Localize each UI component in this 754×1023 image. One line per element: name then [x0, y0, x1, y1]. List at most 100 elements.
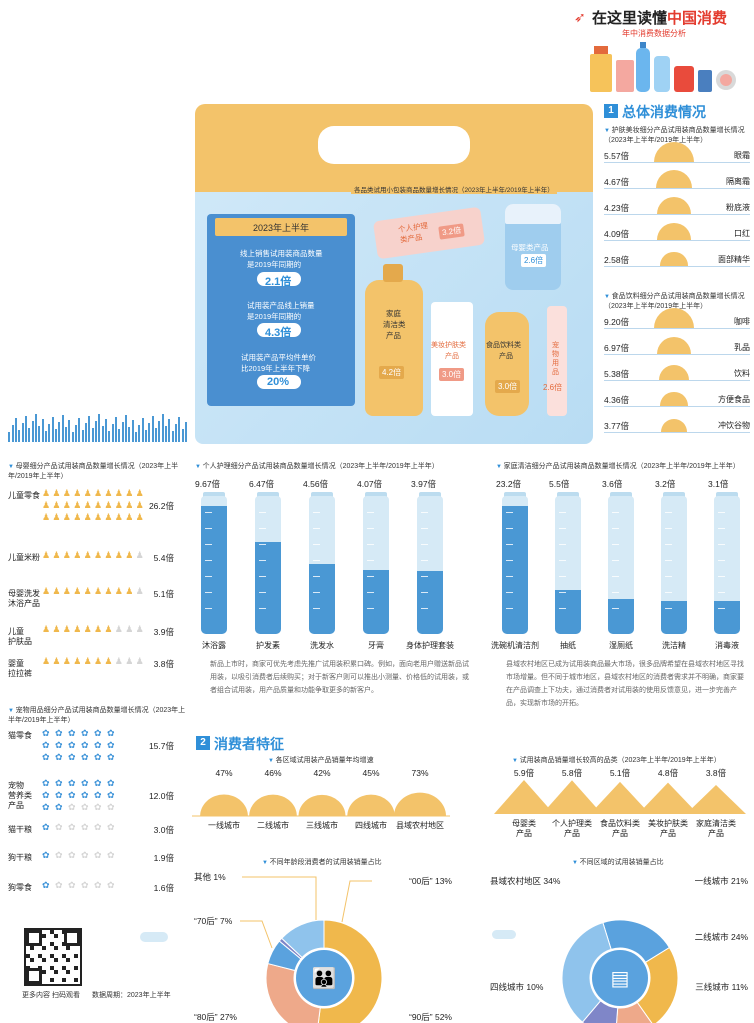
qr-module: [74, 966, 78, 970]
baby-icon: ♟: [62, 512, 71, 522]
pet-icon: ✿: [81, 728, 89, 738]
barcode-bar: [178, 417, 180, 442]
header-subtitle: 年中消费数据分析: [622, 29, 686, 38]
household-tube-tick: [506, 608, 513, 609]
qr-module: [26, 954, 30, 958]
barcode-bar: [22, 423, 24, 442]
pet-icon: ✿: [42, 728, 50, 738]
baby-icon: ♟: [135, 500, 144, 510]
household-category-label: 洗洁精: [662, 641, 686, 650]
baby-category-label: 儿童: [8, 627, 24, 636]
pet-icon: ✿: [107, 740, 115, 750]
pet-icon: ✿: [55, 822, 63, 832]
personal-category-label: 沐浴露: [202, 641, 226, 650]
header-arrow-icon: ➶: [574, 9, 586, 25]
pet-icon: ✿: [94, 850, 102, 860]
product-food-label1: 食品饮料类: [486, 342, 521, 349]
personal-tube-tick: [313, 528, 320, 529]
household-tube-tick: [718, 528, 725, 529]
category-growth-category-label: 家庭清洁类: [696, 818, 736, 828]
skincare-dome: [655, 169, 693, 188]
age-pie-label: “80后” 27%: [194, 1012, 237, 1022]
baby-icon: ♟: [83, 550, 92, 560]
household-tube-cap: [610, 492, 632, 497]
region-pie-center: [592, 950, 648, 1006]
pet-icon: ✿: [68, 790, 76, 800]
barcode-bar: [185, 422, 187, 442]
baby-icon: ♟: [104, 624, 113, 634]
pet-icon: ✿: [107, 752, 115, 762]
household-tube-tick: [506, 512, 513, 513]
qr-module: [66, 946, 70, 950]
personal-tube-tick: [313, 592, 320, 593]
baby-icon: ♟: [52, 512, 61, 522]
pet-icon: ✿: [42, 790, 50, 800]
barcode-bar: [128, 427, 130, 442]
pet-category-label: 猫干粮: [8, 825, 32, 834]
pet-icon: ✿: [107, 790, 115, 800]
region-growth-category-label: 县域农村地区: [396, 820, 444, 830]
baby-icon: ♟: [125, 586, 134, 596]
personal-tube-tick: [421, 576, 428, 577]
household-category-label: 洗碗机清洁剂: [491, 641, 539, 650]
pet-category-label: 产品: [8, 801, 24, 810]
region-growth-dome: [394, 792, 446, 816]
barcode-bar: [152, 416, 154, 442]
household-category-label: 消毒液: [715, 641, 739, 650]
personal-tube-tick: [205, 528, 212, 529]
food-baseline: [604, 406, 750, 407]
pet-icon: ✿: [94, 822, 102, 832]
baby-icon: ♟: [42, 512, 51, 522]
baby-icon: ♟: [83, 624, 92, 634]
category-growth-value-label: 5.1倍: [610, 768, 631, 778]
stat2-line2: 是2019年同期的: [247, 312, 302, 321]
barcode-bar: [52, 417, 54, 442]
personal-tube-tick: [421, 592, 428, 593]
household-value-label: 3.2倍: [655, 479, 676, 489]
household-tube-tick: [718, 544, 725, 545]
barcode-bar: [105, 419, 107, 442]
personal-tube-tick: [259, 608, 266, 609]
region-growth-value-label: 73%: [411, 768, 428, 778]
category-growth-triangle: [494, 780, 554, 814]
region-pie-slice: [636, 946, 679, 1023]
pet-icon: ✿: [81, 802, 89, 812]
barcode-bar: [18, 430, 20, 442]
personal-tube-tick: [367, 592, 374, 593]
region-growth-dome: [347, 794, 395, 816]
region-growth-value-label: 45%: [362, 768, 379, 778]
personal-value-label: 9.67倍: [195, 479, 221, 489]
barcode-bar: [175, 424, 177, 442]
food-value-label: 4.36倍: [604, 395, 630, 405]
baby-icon: ♟: [73, 586, 82, 596]
barcode-bar: [115, 417, 117, 442]
category-growth-title: 试用装商品销量增长较高的品类（2023年上半年/2019年上半年）: [512, 756, 721, 766]
baby-icon: ♟: [42, 488, 51, 498]
food-category-label: 咖啡: [734, 317, 750, 326]
box-caption: 各品类试用小包装商品数量增长情况（2023年上半年/2019年上半年）: [351, 184, 557, 194]
personal-tube-tick: [205, 608, 212, 609]
personal-tube-tick: [421, 608, 428, 609]
qr-module: [42, 958, 46, 962]
personal-tube-tick: [313, 512, 320, 513]
baby-icon: ♟: [42, 586, 51, 596]
household-value-label: 3.1倍: [708, 479, 729, 489]
pet-icon: ✿: [107, 728, 115, 738]
baby-category-label: 母婴洗发: [8, 589, 40, 598]
barcode-bar: [35, 414, 37, 442]
household-value-label: 5.5倍: [549, 479, 570, 489]
qr-module: [62, 966, 66, 970]
baby-icon: ♟: [52, 488, 61, 498]
stat2-value: 4.3倍: [265, 327, 292, 339]
barcode-bar: [88, 416, 90, 442]
household-value-label: 23.2倍: [496, 479, 522, 489]
food-category-label: 乳品: [734, 343, 750, 352]
pet-category-label: 狗零食: [8, 883, 32, 892]
personal-category-label: 护发素: [256, 641, 280, 650]
baby-icon: ♟: [83, 488, 92, 498]
personal-tube-tick: [367, 512, 374, 513]
qr-module: [50, 954, 54, 958]
household-tube-fill: [502, 506, 528, 634]
pet-icon: ✿: [42, 822, 50, 832]
pet-icon: ✿: [94, 752, 102, 762]
